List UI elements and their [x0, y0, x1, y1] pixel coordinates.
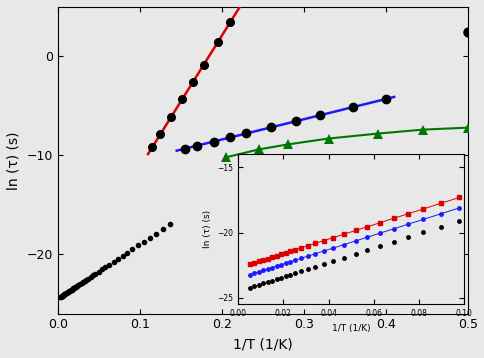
- X-axis label: 1/T (1/K): 1/T (1/K): [232, 337, 292, 351]
- Y-axis label: ln (τ) (s): ln (τ) (s): [7, 131, 21, 189]
